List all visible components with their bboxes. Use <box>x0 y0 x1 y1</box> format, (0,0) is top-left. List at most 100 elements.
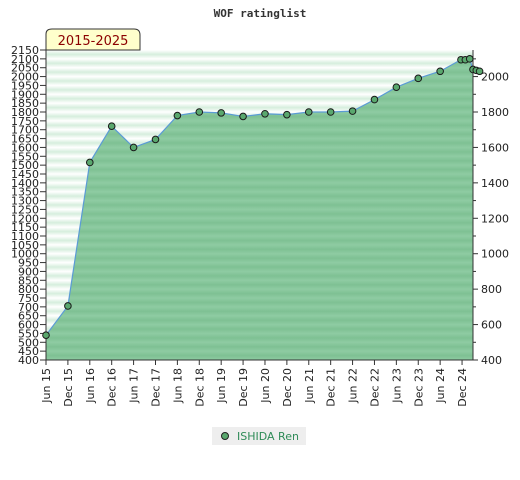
left-tick-label: 1200 <box>11 212 39 225</box>
x-tick-label: Dec 17 <box>149 368 162 407</box>
x-tick-label: Jun 17 <box>128 368 141 404</box>
left-tick-label: 850 <box>18 274 39 287</box>
right-tick-label: 1400 <box>481 177 509 190</box>
x-tick-label: Jun 19 <box>215 368 228 404</box>
data-point <box>304 108 313 116</box>
left-tick-label: 1000 <box>11 248 39 261</box>
data-point <box>475 67 484 76</box>
x-axis: Jun 15 Dec 15 Jun 16 Dec 16 Jun 17 Dec 17 Jun … <box>40 359 473 407</box>
grid-band <box>46 67 473 77</box>
x-tick-label: Jun 24 <box>434 368 447 404</box>
x-tick-label: Dec 20 <box>281 368 294 407</box>
chart-title: WOF ratinglist <box>214 7 307 20</box>
data-point <box>465 55 474 63</box>
x-tick-label: Jun 18 <box>171 368 184 404</box>
x-tick-label: Dec 23 <box>412 368 425 407</box>
left-tick-label: 1800 <box>11 106 39 119</box>
left-tick-label: 550 <box>18 327 39 340</box>
data-point <box>239 112 247 121</box>
x-tick-label: Dec 19 <box>237 368 250 407</box>
x-tick-label: Dec 21 <box>325 368 338 407</box>
left-tick-label: 1300 <box>11 195 39 208</box>
x-tick-label: Jun 23 <box>390 368 403 404</box>
left-tick-label: 1700 <box>11 124 39 137</box>
right-tick-label: 1200 <box>481 212 509 225</box>
left-tick-label: 1050 <box>11 239 39 252</box>
data-point <box>370 95 379 104</box>
left-tick-label: 950 <box>18 257 39 270</box>
x-tick-label: Jun 16 <box>84 368 97 404</box>
grid-band <box>46 50 473 59</box>
left-tick-label: 750 <box>18 292 39 305</box>
grid-band <box>46 94 473 104</box>
data-markers <box>42 55 484 340</box>
data-point <box>42 331 50 340</box>
left-tick-label: 1400 <box>11 177 39 190</box>
left-tick-label: 1750 <box>11 115 39 128</box>
left-tick-label: 1650 <box>11 133 39 146</box>
left-tick-label: 2050 <box>11 62 39 75</box>
x-tick-label: Dec 18 <box>193 368 206 407</box>
left-tick-label: 1850 <box>11 97 39 110</box>
left-tick-label: 2000 <box>11 71 39 84</box>
left-tick-label: 1100 <box>11 230 39 243</box>
data-point <box>348 107 357 115</box>
data-point <box>173 111 182 120</box>
grid-band <box>46 85 473 95</box>
data-point <box>217 109 225 117</box>
left-tick-label: 1900 <box>11 88 39 101</box>
legend-label: ISHIDA Ren <box>237 430 299 443</box>
data-point <box>64 302 72 310</box>
left-tick-label: 400 <box>18 354 39 367</box>
x-tick-label: Jun 21 <box>303 368 316 404</box>
x-tick-label: Jun 22 <box>347 368 360 404</box>
right-tick-label: 800 <box>481 283 502 296</box>
left-tick-label: 800 <box>18 283 39 296</box>
right-axis: 2000 1800 1600 1400 1200 1000 800 600 400 <box>472 50 509 367</box>
x-tick-label: Jun 15 <box>40 368 53 404</box>
data-point <box>436 67 444 76</box>
data-point <box>283 110 291 119</box>
data-point <box>261 109 269 118</box>
data-point <box>85 158 94 167</box>
left-tick-label: 1550 <box>11 150 39 163</box>
left-tick-label: 600 <box>18 319 39 332</box>
left-tick-label: 2150 <box>11 44 39 57</box>
right-tick-label: 600 <box>481 319 502 332</box>
left-tick-label: 650 <box>18 310 39 323</box>
left-tick-label: 450 <box>18 345 39 358</box>
data-point <box>151 135 160 144</box>
left-tick-label: 2100 <box>11 53 39 66</box>
left-tick-label: 1250 <box>11 203 39 216</box>
x-tick-label: Dec 15 <box>62 368 75 407</box>
grid-band <box>46 103 473 112</box>
right-tick-label: 400 <box>481 354 502 367</box>
data-point <box>195 108 204 116</box>
data-point <box>129 143 138 152</box>
right-tick-label: 1600 <box>481 141 509 154</box>
left-tick-label: 1350 <box>11 186 39 199</box>
right-tick-label: 1000 <box>481 248 509 261</box>
left-tick-label: 1950 <box>11 79 39 92</box>
data-point <box>107 122 116 130</box>
left-tick-label: 1600 <box>11 141 39 154</box>
x-tick-label: Dec 16 <box>106 368 119 407</box>
left-tick-label: 1450 <box>11 168 39 181</box>
left-tick-label: 1150 <box>11 221 39 234</box>
x-tick-label: Dec 22 <box>368 368 381 407</box>
range-label-box: 2015-2025 <box>45 28 141 51</box>
grid-band <box>46 58 473 68</box>
left-tick-label: 1500 <box>11 159 39 172</box>
grid-band <box>46 76 473 86</box>
left-tick-label: 500 <box>18 336 39 349</box>
right-tick-label: 1800 <box>481 106 509 119</box>
range-label: 2015-2025 <box>58 34 129 49</box>
right-tick-label: 2000 <box>481 71 509 84</box>
legend: ISHIDA Ren <box>212 427 306 445</box>
x-tick-label: Jun 20 <box>259 368 272 404</box>
legend-marker <box>221 432 229 440</box>
data-point <box>414 74 423 83</box>
left-tick-label: 900 <box>18 265 39 278</box>
data-point <box>392 83 401 91</box>
